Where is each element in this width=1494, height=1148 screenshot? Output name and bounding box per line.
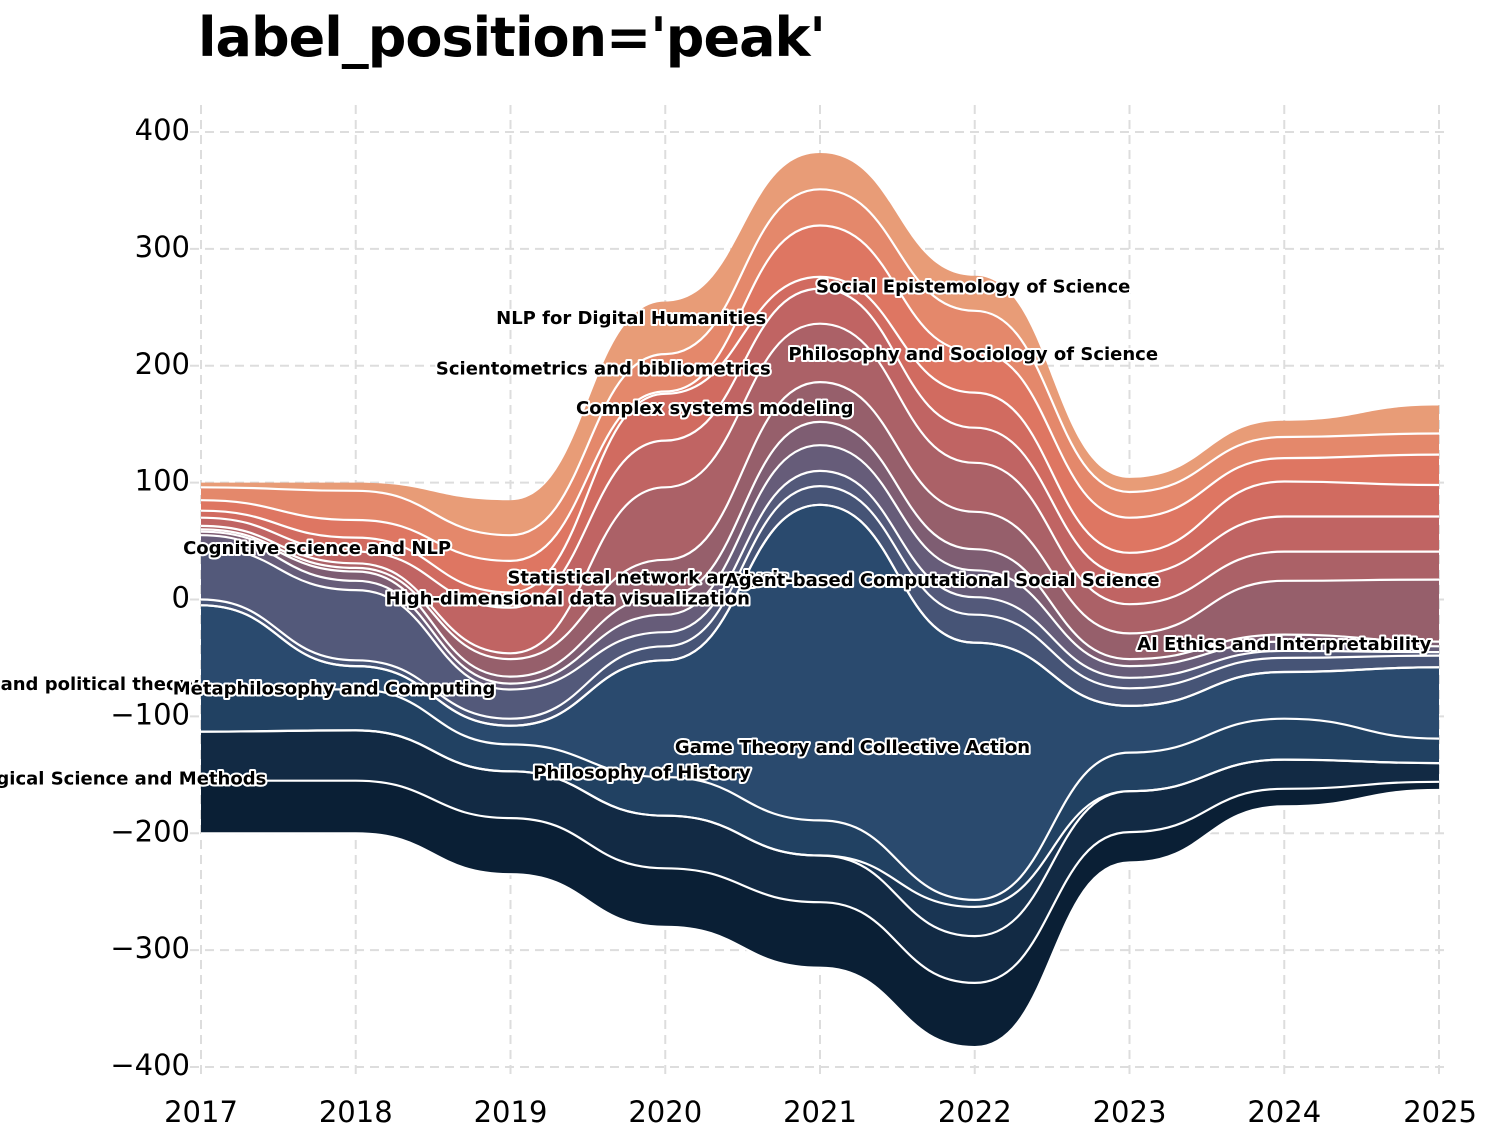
stream-boundaries [200,188,1440,1049]
stream-label: Social and political theory [0,674,199,695]
y-tick-label: −300 [110,931,190,965]
axes: 400 300 200 100 0 −100 −200 −300 −400 2017 2018 201… [110,113,1477,1129]
stream-boundary-line [200,188,1440,537]
x-tick-label: 2024 [1247,1095,1321,1129]
stream-boundary-line [200,275,1440,594]
stream-label: Cognitive science and NLP [183,538,451,559]
stream-boundary-line [201,779,1440,985]
stream-label: Statistical network analysis [507,567,789,588]
x-tick-label: 2018 [319,1095,393,1129]
y-tick-label: 400 [135,113,190,147]
y-tick-label: 300 [135,230,190,264]
y-tick-label: 100 [135,464,190,498]
stream-label: Philosophy and Sociology of Science [788,344,1158,365]
x-tick-label: 2023 [1093,1095,1167,1129]
y-tick-label: −200 [110,814,190,848]
y-tick-label: −100 [110,697,190,731]
stream-label: Agent-based Computational Social Science [725,570,1160,591]
stream-area [201,730,1439,983]
stream-boundary-line [200,287,1439,609]
stream-boundary-line [200,322,1439,655]
stream-boundary-line [200,484,1440,720]
stream-label: AI Ethics and Interpretability [1137,634,1431,655]
x-tick-label: 2025 [1403,1095,1477,1129]
y-tick-label: 200 [135,347,190,381]
stream-label: Psychological Science and Methods [0,768,266,789]
stream-boundary-line [200,420,1440,678]
stream-labels: Psychological Science and Methods Social … [0,274,1434,791]
stream-label: Complex systems modeling [576,398,853,419]
stream-label: NLP for Digital Humanities [496,308,766,329]
chart-title: label_position='peak' [198,6,826,69]
stream-boundary-line [200,380,1440,661]
stream-boundary-line [200,224,1440,563]
x-tick-label: 2019 [474,1095,548,1129]
y-tick-label: −400 [110,1048,190,1082]
stream-area [201,780,1439,1048]
stream-boundary-line [200,503,1440,727]
stream-boundary-line [200,444,1440,685]
stream-area [201,687,1439,907]
y-tick-label: 0 [172,581,190,615]
stream-boundary-line [200,729,1440,909]
stream-label: Metaphilosophy and Computing [173,678,496,699]
stream-areas [201,153,1439,1048]
stream-label: Philosophy of History [533,763,751,784]
stream-label: High-dimensional data visualization [386,589,750,610]
x-tick-label: 2020 [628,1095,702,1129]
stream-boundary-line [200,686,1440,902]
x-tick-label: 2017 [164,1095,238,1129]
stream-area [201,504,1439,900]
stream-label: Scientometrics and bibliometrics [436,358,771,379]
x-tick-label: 2022 [938,1095,1012,1129]
x-tick-label: 2021 [783,1095,857,1129]
stream-boundary-line [200,469,1440,691]
stream-label: Game Theory and Collective Action [675,737,1030,758]
stream-label: Social Epistemology of Science [816,276,1130,297]
stream-boundary-line [200,788,1440,1049]
